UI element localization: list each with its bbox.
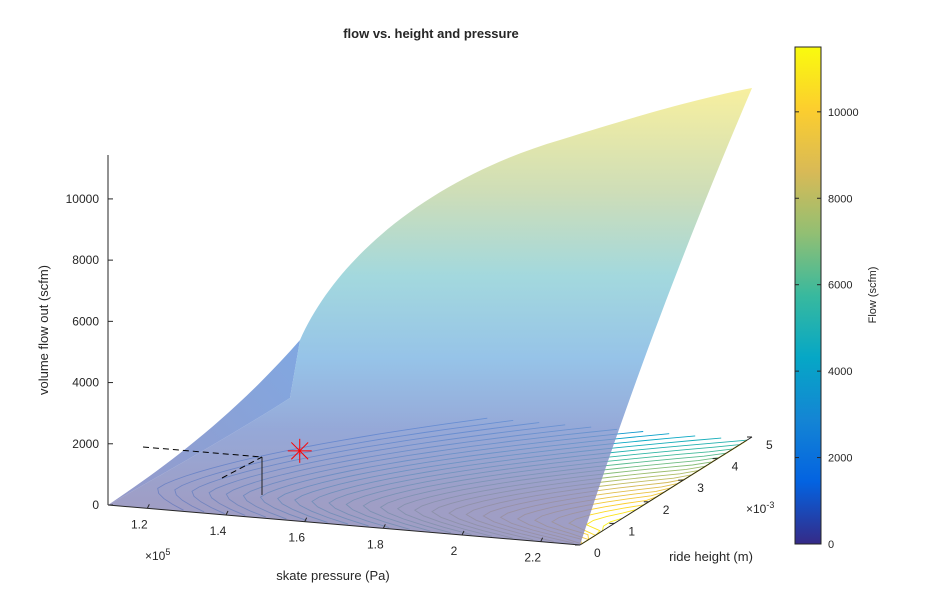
colorbar-tick-label: 6000 <box>828 280 852 292</box>
x-axis-line <box>107 504 581 546</box>
x-axis-ticks: 1.2 1.4 1.6 1.8 2 2.2 <box>131 504 544 565</box>
x-tick-label: 2 <box>451 544 458 558</box>
y-tick-label: 5 <box>766 438 773 452</box>
y-tick-label: 4 <box>732 460 739 474</box>
x-tick-label: 1.4 <box>210 524 227 538</box>
z-tick-label: 8000 <box>72 253 99 267</box>
z-axis-label: volume flow out (scfm) <box>36 265 51 395</box>
x-tick-label: 1.6 <box>288 531 305 545</box>
chart-title: flow vs. height and pressure <box>343 26 519 41</box>
z-tick-label: 6000 <box>72 314 99 328</box>
x-axis-exponent: ×105 <box>145 547 170 563</box>
colorbar-ticks: 0 2000 4000 6000 8000 10000 <box>795 107 859 551</box>
x-axis-label: skate pressure (Pa) <box>276 568 389 583</box>
z-tick-label: 10000 <box>66 192 100 206</box>
x-tick <box>304 517 308 522</box>
y-axis-exponent: ×10-3 <box>746 500 774 516</box>
colorbar-label: Flow (scfm) <box>867 267 879 324</box>
x-tick <box>225 510 229 516</box>
z-tick-label: 4000 <box>72 376 99 390</box>
z-tick-label: 0 <box>92 498 99 512</box>
x-tick <box>540 537 544 542</box>
colorbar-tick-label: 4000 <box>828 366 852 378</box>
colorbar-tick-label: 0 <box>828 539 834 551</box>
y-tick-label: 1 <box>628 524 635 538</box>
y-tick-label: 0 <box>594 546 601 560</box>
y-axis-label: ride height (m) <box>669 549 753 564</box>
colorbar-tick-label: 2000 <box>828 453 852 465</box>
marker-guide-y <box>221 456 263 479</box>
surface-main-face <box>108 88 752 545</box>
y-tick-label: 2 <box>663 503 670 517</box>
operating-point-marker <box>287 438 312 463</box>
x-tick <box>146 504 150 509</box>
z-tick-label: 2000 <box>72 437 99 451</box>
colorbar-tick-label: 8000 <box>828 193 852 205</box>
y-tick-label: 3 <box>697 481 704 495</box>
x-tick-label: 1.8 <box>367 537 384 551</box>
axes <box>107 155 753 546</box>
x-tick <box>461 530 465 536</box>
z-axis-ticks: 0 2000 4000 6000 8000 10000 <box>66 192 113 512</box>
x-tick-label: 1.2 <box>131 517 148 531</box>
y-axis-ticks: 0 1 2 3 4 5 <box>575 436 773 560</box>
x-tick <box>382 524 386 529</box>
colorbar-tick-label: 10000 <box>828 107 859 119</box>
marker-stroke <box>290 442 309 460</box>
x-tick-label: 2.2 <box>524 551 541 565</box>
y-axis-line <box>579 436 753 546</box>
colorbar <box>794 46 822 545</box>
